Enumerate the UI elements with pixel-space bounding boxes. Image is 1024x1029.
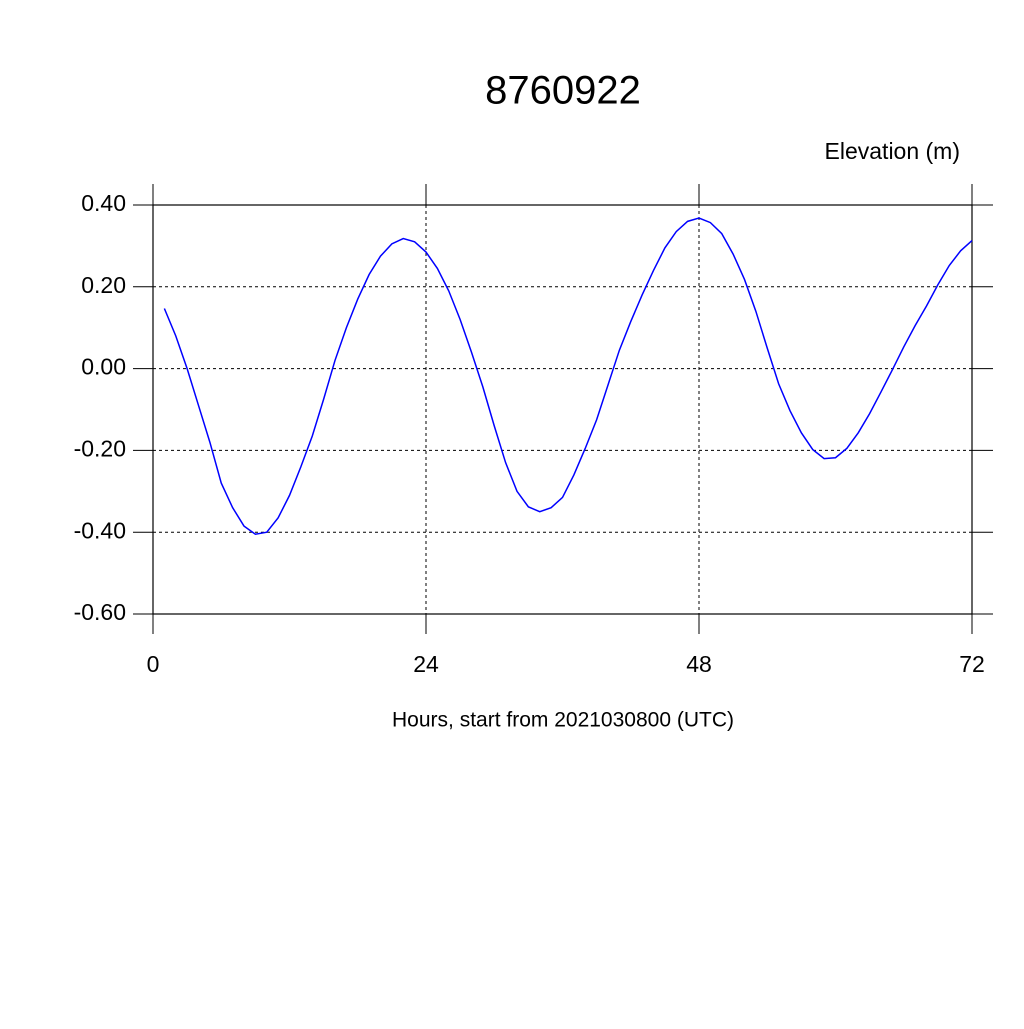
y-tick-label: 0.20 bbox=[81, 272, 126, 298]
x-tick-label: 0 bbox=[147, 651, 160, 677]
x-tick-label: 72 bbox=[959, 651, 985, 677]
y-tick-label: 0.40 bbox=[81, 190, 126, 216]
x-tick-label: 24 bbox=[413, 651, 439, 677]
y-axis-label: Elevation (m) bbox=[825, 138, 960, 164]
y-tick-label: -0.60 bbox=[74, 599, 126, 625]
y-tick-label: -0.20 bbox=[74, 435, 126, 461]
data-line bbox=[163, 217, 973, 536]
y-tick-label: 0.00 bbox=[81, 354, 126, 380]
x-axis-label: Hours, start from 2021030800 (UTC) bbox=[392, 709, 734, 732]
x-tick-label: 48 bbox=[686, 651, 712, 677]
plot-frame bbox=[152, 204, 973, 615]
chart-title: 8760922 bbox=[485, 69, 641, 113]
y-tick-label: -0.40 bbox=[74, 517, 126, 543]
